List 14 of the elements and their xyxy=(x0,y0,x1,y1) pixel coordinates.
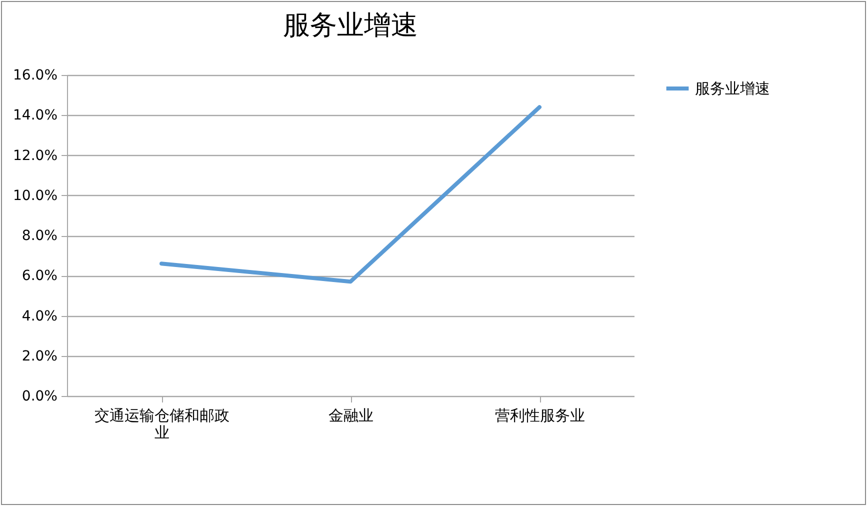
y-tick-label: 12.0% xyxy=(13,148,58,164)
x-tick-label: 营利性服务业 xyxy=(495,406,585,424)
x-tick-label: 交通运输仓储和邮政业 xyxy=(94,406,230,442)
y-tick-label: 6.0% xyxy=(22,268,58,284)
y-tick-label: 0.0% xyxy=(22,388,58,404)
legend-label: 服务业增速 xyxy=(695,80,770,98)
y-tick-label: 8.0% xyxy=(22,228,58,244)
y-tick-label: 10.0% xyxy=(13,188,58,204)
y-tick-label: 2.0% xyxy=(22,348,58,364)
y-tick-label: 16.0% xyxy=(13,68,58,84)
y-tick-label: 14.0% xyxy=(13,108,58,124)
y-tick-label: 4.0% xyxy=(22,308,58,324)
x-tick-label: 金融业 xyxy=(328,406,374,424)
chart-title: 服务业增速 xyxy=(283,10,418,41)
